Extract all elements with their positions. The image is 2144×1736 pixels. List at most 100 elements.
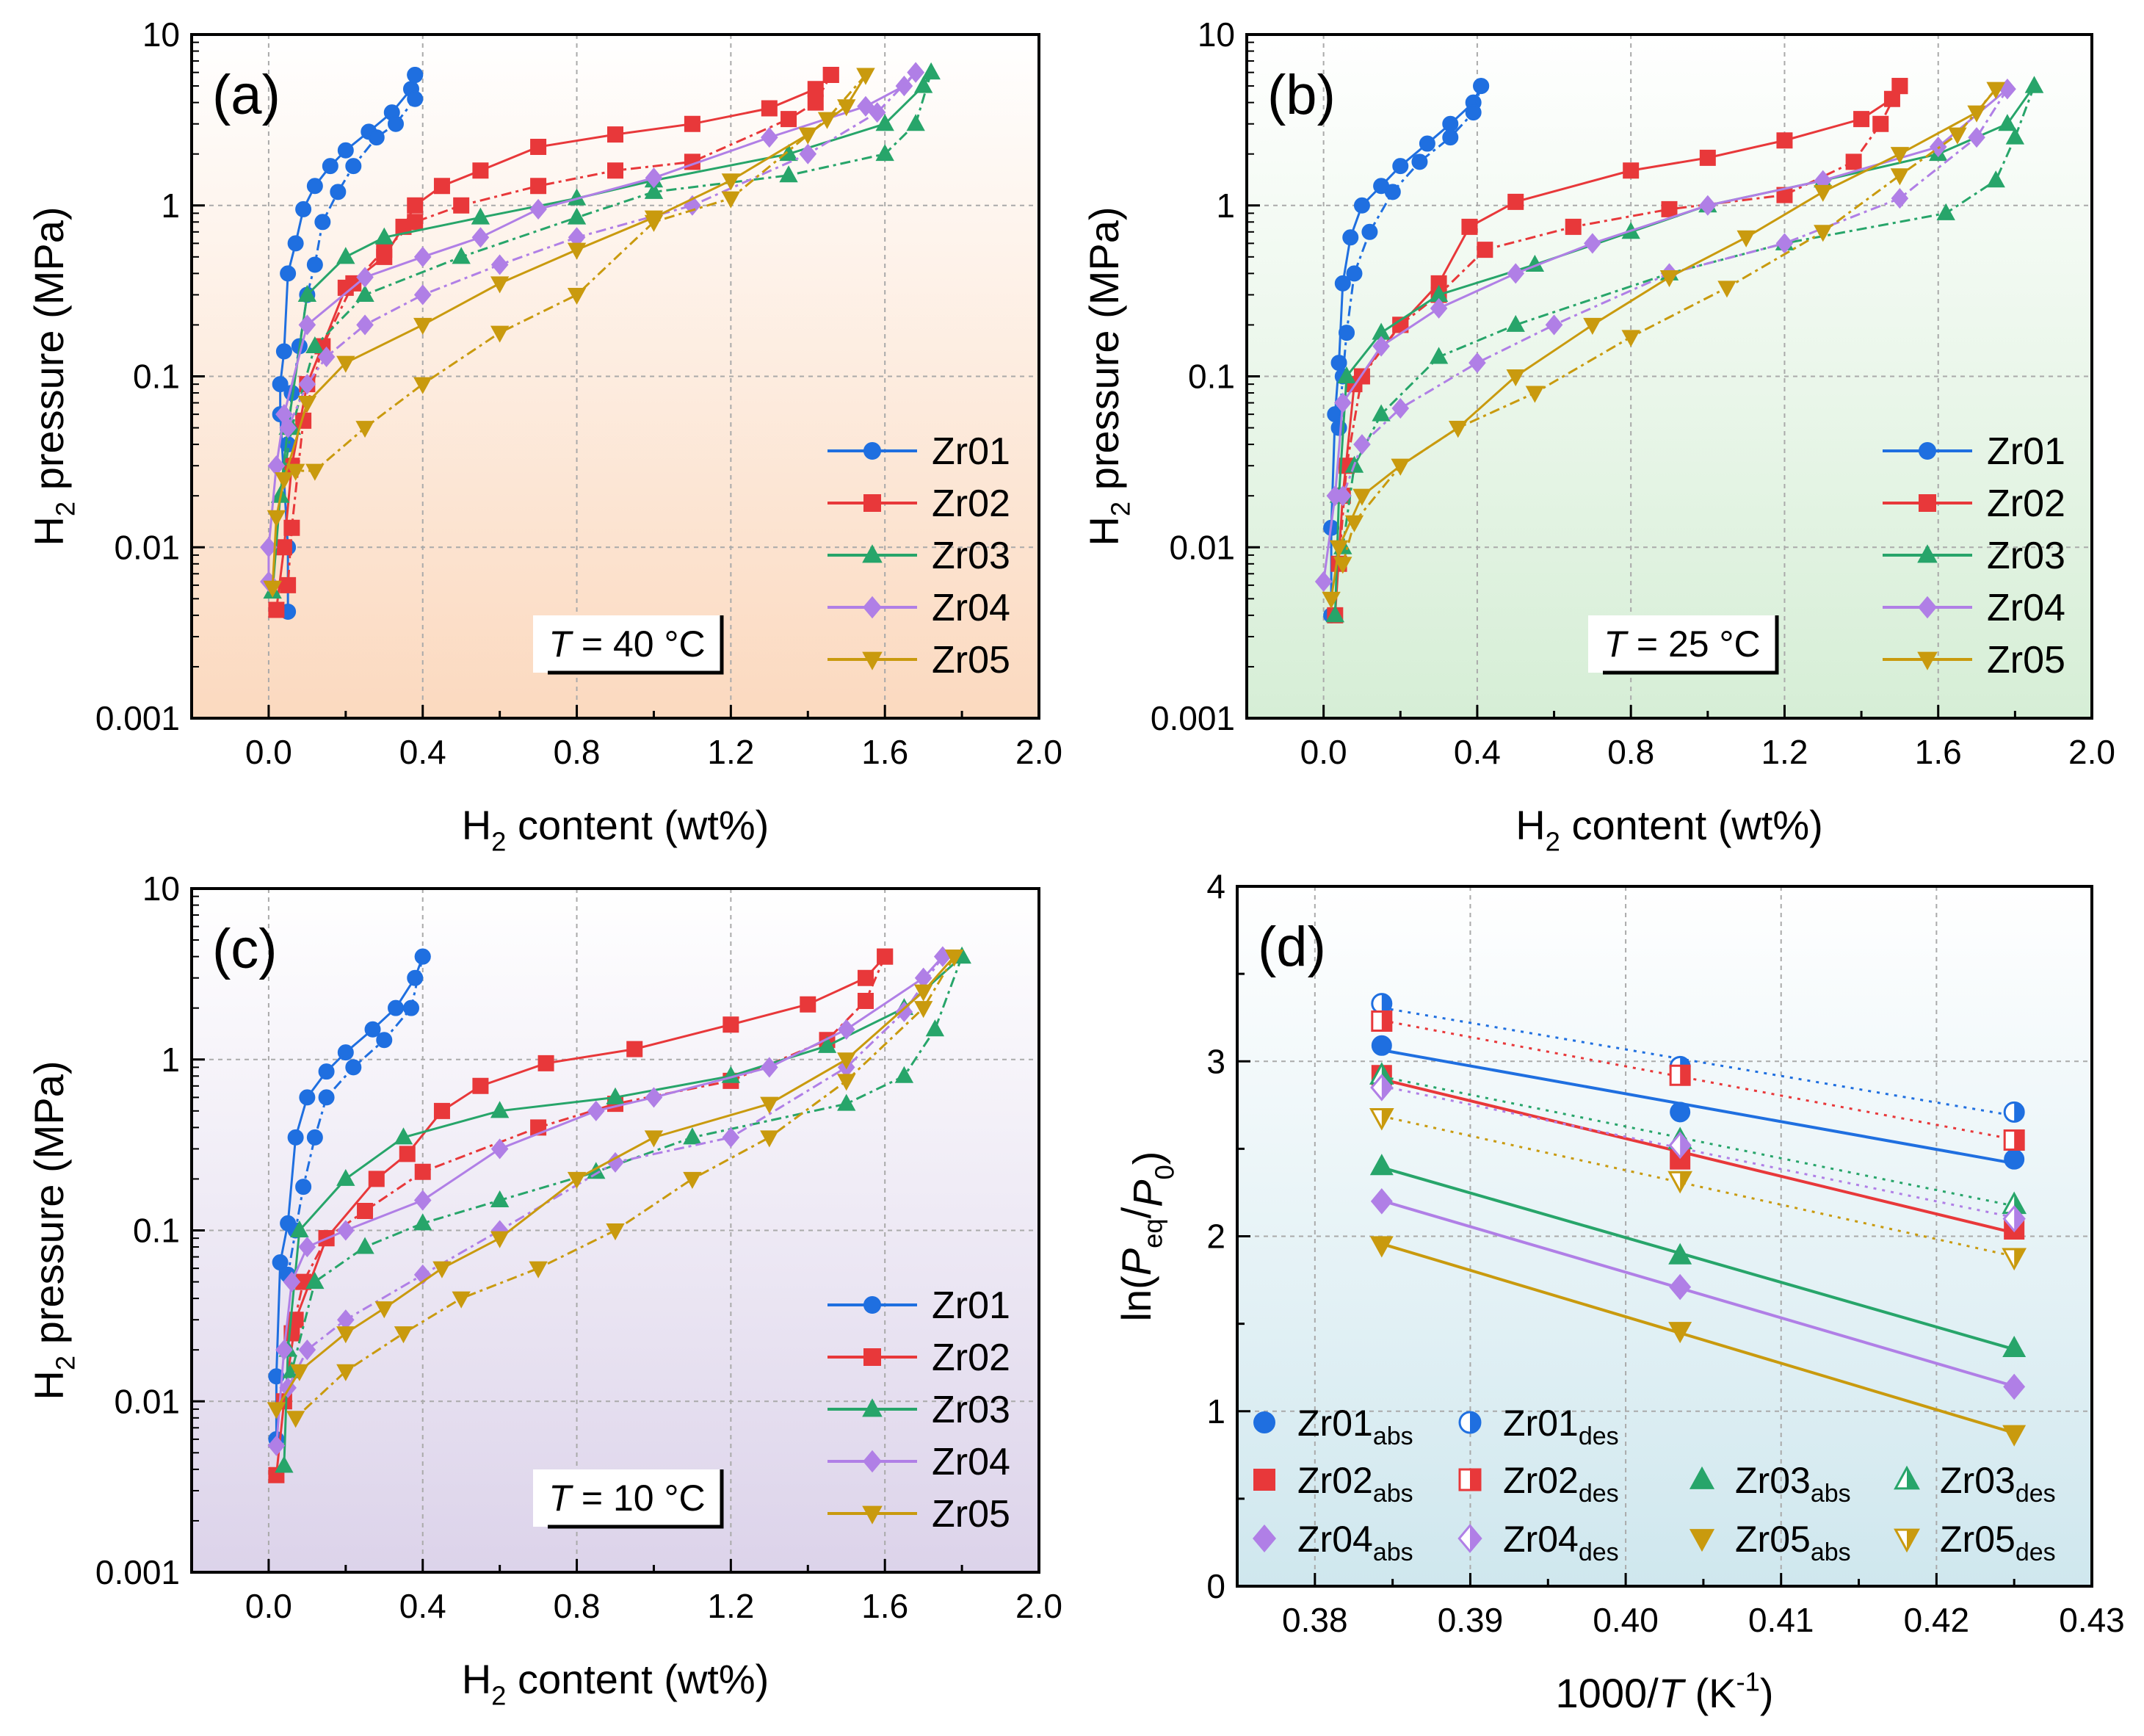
point-zr01-des bbox=[345, 1059, 362, 1076]
annotation-italic: T bbox=[548, 623, 573, 665]
point-zr04-abs bbox=[529, 198, 547, 220]
point-zr02-des bbox=[1845, 153, 1862, 170]
point-zr04-abs bbox=[2003, 1373, 2026, 1400]
series-zr05-abs bbox=[1369, 1236, 2027, 1447]
point-zr02-abs bbox=[268, 601, 285, 618]
point-zr01-des bbox=[1339, 325, 1355, 341]
point-zr02-des bbox=[877, 948, 894, 965]
legend-label: Zr01abs bbox=[1297, 1403, 1413, 1450]
point-zr05-abs bbox=[644, 1130, 664, 1148]
label-segment: 0 bbox=[1149, 1165, 1179, 1179]
label-segment: pressure (MPa) bbox=[26, 206, 72, 501]
point-zr05-des bbox=[1369, 1107, 1394, 1131]
legend-marker-zr03 bbox=[862, 1398, 883, 1417]
x-tick-label: 2.0 bbox=[1015, 1587, 1062, 1625]
legend-marker-zr05-des bbox=[1894, 1528, 1920, 1553]
point-zr03-abs bbox=[394, 1127, 413, 1145]
legend-marker-zr02-des bbox=[1458, 1468, 1482, 1491]
legend-label: Zr03des bbox=[1940, 1460, 2056, 1508]
point-zr02-abs bbox=[1699, 149, 1716, 166]
point-zr02-des bbox=[1371, 1010, 1393, 1032]
y-tick-label: 0.001 bbox=[95, 1553, 180, 1591]
point-zr03-abs bbox=[1369, 1154, 1394, 1176]
line-zr01-des bbox=[286, 956, 424, 1276]
legend-marker-zr01-abs bbox=[1253, 1411, 1276, 1433]
point-zr05-des bbox=[817, 112, 837, 129]
fit-line-zr01-des bbox=[1381, 1006, 2015, 1117]
point-zr04-des bbox=[1468, 352, 1486, 374]
legend-label: Zr01 bbox=[932, 1284, 1010, 1327]
point-zr05-des bbox=[1948, 127, 1967, 145]
point-zr03-abs bbox=[2002, 1335, 2027, 1358]
point-zr04-des bbox=[1545, 314, 1563, 336]
point-zr02-abs bbox=[1776, 132, 1793, 149]
point-zr04-abs bbox=[298, 1237, 316, 1258]
point-zr05-des bbox=[856, 68, 875, 85]
legend-marker-zr04-des bbox=[1457, 1524, 1482, 1553]
point-zr02-des bbox=[1661, 200, 1678, 217]
point-zr03-des bbox=[1429, 347, 1449, 364]
point-zr05-abs bbox=[1329, 540, 1349, 557]
point-zr05-abs bbox=[1506, 369, 1525, 387]
x-tick-label: 1.2 bbox=[707, 1587, 754, 1625]
legend-subscript: abs bbox=[1373, 1422, 1413, 1450]
legend-label: Zr05des bbox=[1940, 1519, 2056, 1566]
point-zr01-abs bbox=[388, 999, 405, 1016]
marker-half-fill bbox=[1381, 994, 1391, 1013]
label-segment: eq bbox=[1138, 1218, 1168, 1248]
point-zr04-des bbox=[1370, 1074, 1394, 1102]
point-zr05-abs bbox=[1967, 105, 1986, 123]
point-zr03-abs bbox=[336, 1168, 355, 1186]
point-zr04-abs bbox=[283, 1271, 301, 1292]
point-zr05-des bbox=[1814, 225, 1833, 242]
point-zr05-abs bbox=[1352, 488, 1372, 506]
point-zr02-des bbox=[1872, 115, 1889, 132]
x-tick-label: 0.4 bbox=[399, 1587, 446, 1625]
point-zr01-des bbox=[1346, 265, 1363, 282]
point-zr02-abs bbox=[722, 1016, 739, 1033]
point-zr03-des bbox=[2005, 127, 2025, 145]
legend-label: Zr01 bbox=[1987, 430, 2065, 473]
point-zr01-abs bbox=[299, 1089, 316, 1106]
legend-name: Zr05 bbox=[1940, 1519, 2016, 1560]
point-zr05-abs bbox=[1322, 591, 1341, 609]
x-tick-label: 1.2 bbox=[707, 733, 754, 771]
point-zr03-des bbox=[779, 165, 798, 183]
point-zr04-des bbox=[298, 374, 316, 395]
point-zr05-abs bbox=[760, 1096, 779, 1114]
annotation-italic: T bbox=[1604, 623, 1629, 665]
panel-label: (c) bbox=[212, 918, 278, 980]
legend-marker-zr05 bbox=[862, 1505, 883, 1525]
point-zr05-des bbox=[1621, 330, 1640, 347]
point-zr04-des bbox=[279, 417, 297, 438]
point-zr04-des bbox=[1891, 188, 1909, 209]
label-segment: H bbox=[462, 802, 491, 848]
point-zr01-des bbox=[314, 214, 331, 231]
panel-c: 0.0 0.4 0.8 1.2 1.6 2.00.0010.010.1110Zr01Zr0… bbox=[26, 869, 1062, 1711]
x-tick-label: 0.42 bbox=[1904, 1601, 1970, 1639]
point-zr01-abs bbox=[272, 376, 289, 393]
point-zr05-abs bbox=[490, 276, 510, 294]
point-zr05-abs bbox=[913, 984, 933, 1002]
point-zr03-des bbox=[1372, 404, 1391, 422]
legend-label: Zr03abs bbox=[1735, 1460, 1851, 1508]
point-zr04-abs bbox=[1507, 263, 1525, 284]
legend-marker-zr01-des bbox=[1458, 1411, 1482, 1434]
y-tick-label: 1 bbox=[161, 187, 180, 225]
marker-half-fill bbox=[1381, 1109, 1393, 1129]
point-zr04-abs bbox=[1370, 1188, 1393, 1215]
y-tick-label: 0.1 bbox=[133, 358, 180, 396]
legend-subscript: des bbox=[1579, 1422, 1619, 1450]
point-zr03-abs bbox=[490, 1101, 510, 1118]
point-zr04-abs bbox=[837, 1019, 855, 1040]
point-zr04-abs bbox=[857, 95, 874, 117]
point-zr01-abs bbox=[1342, 229, 1359, 246]
y-tick-label: 0.001 bbox=[95, 699, 180, 737]
point-zr04-des bbox=[1353, 434, 1371, 455]
point-zr05-abs bbox=[290, 1364, 309, 1381]
legend-marker-zr04 bbox=[1918, 596, 1937, 619]
label-segment: H bbox=[26, 516, 72, 546]
point-zr05-des bbox=[913, 1001, 933, 1019]
label-segment: (K bbox=[1684, 1670, 1736, 1716]
point-zr01-abs bbox=[337, 1044, 354, 1061]
